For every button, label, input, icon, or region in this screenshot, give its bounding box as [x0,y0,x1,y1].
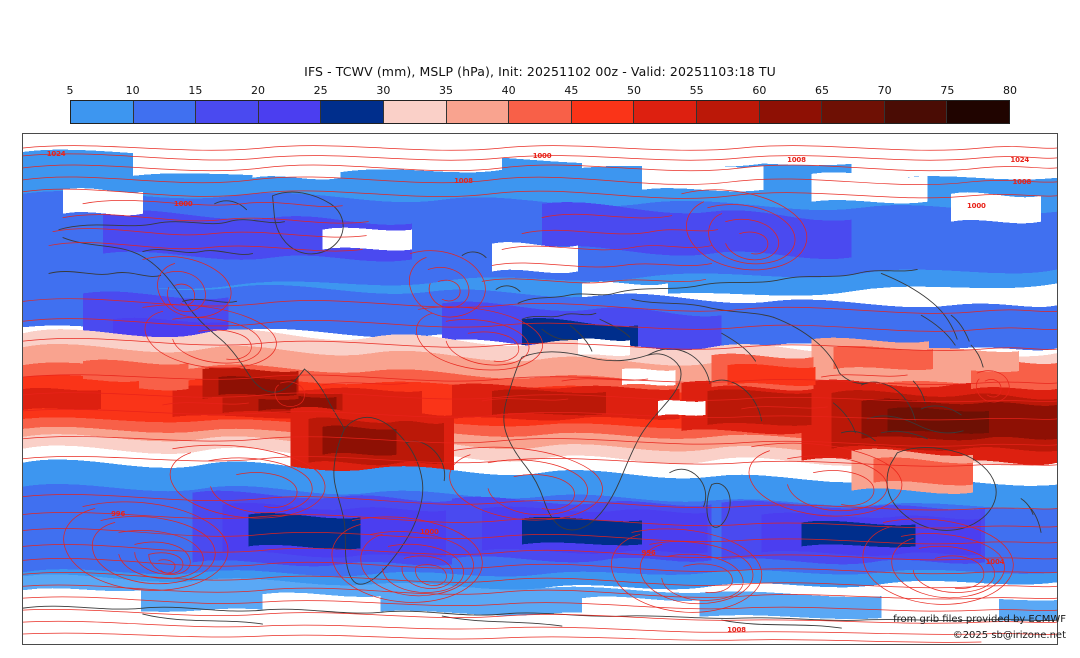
colorbar-tick-65: 65 [815,84,829,97]
colorbar-tick-30: 30 [376,84,391,97]
colorbar-cell-40 [509,101,572,123]
colorbar-tick-40: 40 [501,84,516,97]
isobar-label-1008-7: 1008 [454,176,473,185]
colorbar-cell-20 [258,101,322,123]
colorbar-cell-25 [321,101,384,123]
colorbar-cell-60 [759,101,823,123]
isobar-label-996-8: 996 [111,510,126,519]
colorbar-cell-65 [822,101,885,123]
colorbar-strip [70,100,1010,124]
colorbar-tick-80: 80 [1003,84,1017,97]
colorbar: 5 10 15 20 25 30 35 40 45 50 55 60 65 70 75 80 [66,84,1018,130]
isobar-label-1008-2: 1008 [787,155,806,164]
colorbar-tick-50: 50 [627,84,641,97]
colorbar-cell-50 [634,101,697,123]
colorbar-tick-15: 15 [188,84,203,97]
colorbar-cell-45 [571,101,635,123]
colorbar-cell-10 [133,101,197,123]
colorbar-tick-35: 35 [439,84,453,97]
isobar-label-1024-0: 1024 [46,150,66,159]
colorbar-tick-20: 20 [251,84,265,97]
isobar-label-1008-12: 1008 [727,625,746,634]
isobar-label-1004-11: 1004 [985,558,1005,567]
colorbar-tick-75: 75 [940,84,955,97]
colorbar-cell-30 [383,101,447,123]
colorbar-tick-70: 70 [877,84,892,97]
copyright-credit: ©2025 sb@irizone.net [952,630,1066,641]
colorbar-tick-60: 60 [752,84,767,97]
colorbar-cell-70 [884,101,948,123]
colorbar-tick-55: 55 [689,84,704,97]
coastline-layer [23,134,1057,644]
colorbar-tick-25: 25 [313,84,328,97]
colorbar-ticks: 5 10 15 20 25 30 35 40 45 50 55 60 65 70 75 80 [66,84,1018,100]
isobar-label-1000-6: 1000 [967,202,986,211]
isobar-label-1000-1: 1000 [532,151,552,160]
colorbar-cell-5 [71,101,134,123]
map-canvas[interactable]: 1024 1000 1008 1024 1008 1000 1000 1008 996 1000 9… [22,133,1058,645]
colorbar-cell-35 [446,101,510,123]
isobar-label-1000-5: 1000 [173,200,193,209]
colorbar-cell-15 [196,101,259,123]
tcwv-shaded-layer [23,134,1057,644]
isobar-label-1000-9: 1000 [420,527,439,536]
mslp-contour-layer [23,134,1057,644]
isobar-label-996-10: 996 [641,548,656,557]
colorbar-cell-55 [696,101,760,123]
colorbar-cell-75 [947,101,1009,123]
isobar-label-1024-3: 1024 [1010,156,1030,164]
page-title: IFS - TCWV (mm), MSLP (hPa), Init: 20251… [304,64,776,79]
colorbar-tick-10: 10 [125,84,140,97]
isobar-label-layer: 1024 1000 1008 1024 1008 1000 1000 1008 996 1000 9… [23,134,1057,644]
data-source-credit: from grib files provided by ECMWF [893,614,1066,625]
colorbar-tick-5: 5 [66,84,74,97]
isobar-label-1008-4: 1008 [1012,178,1032,187]
colorbar-tick-45: 45 [564,84,579,97]
